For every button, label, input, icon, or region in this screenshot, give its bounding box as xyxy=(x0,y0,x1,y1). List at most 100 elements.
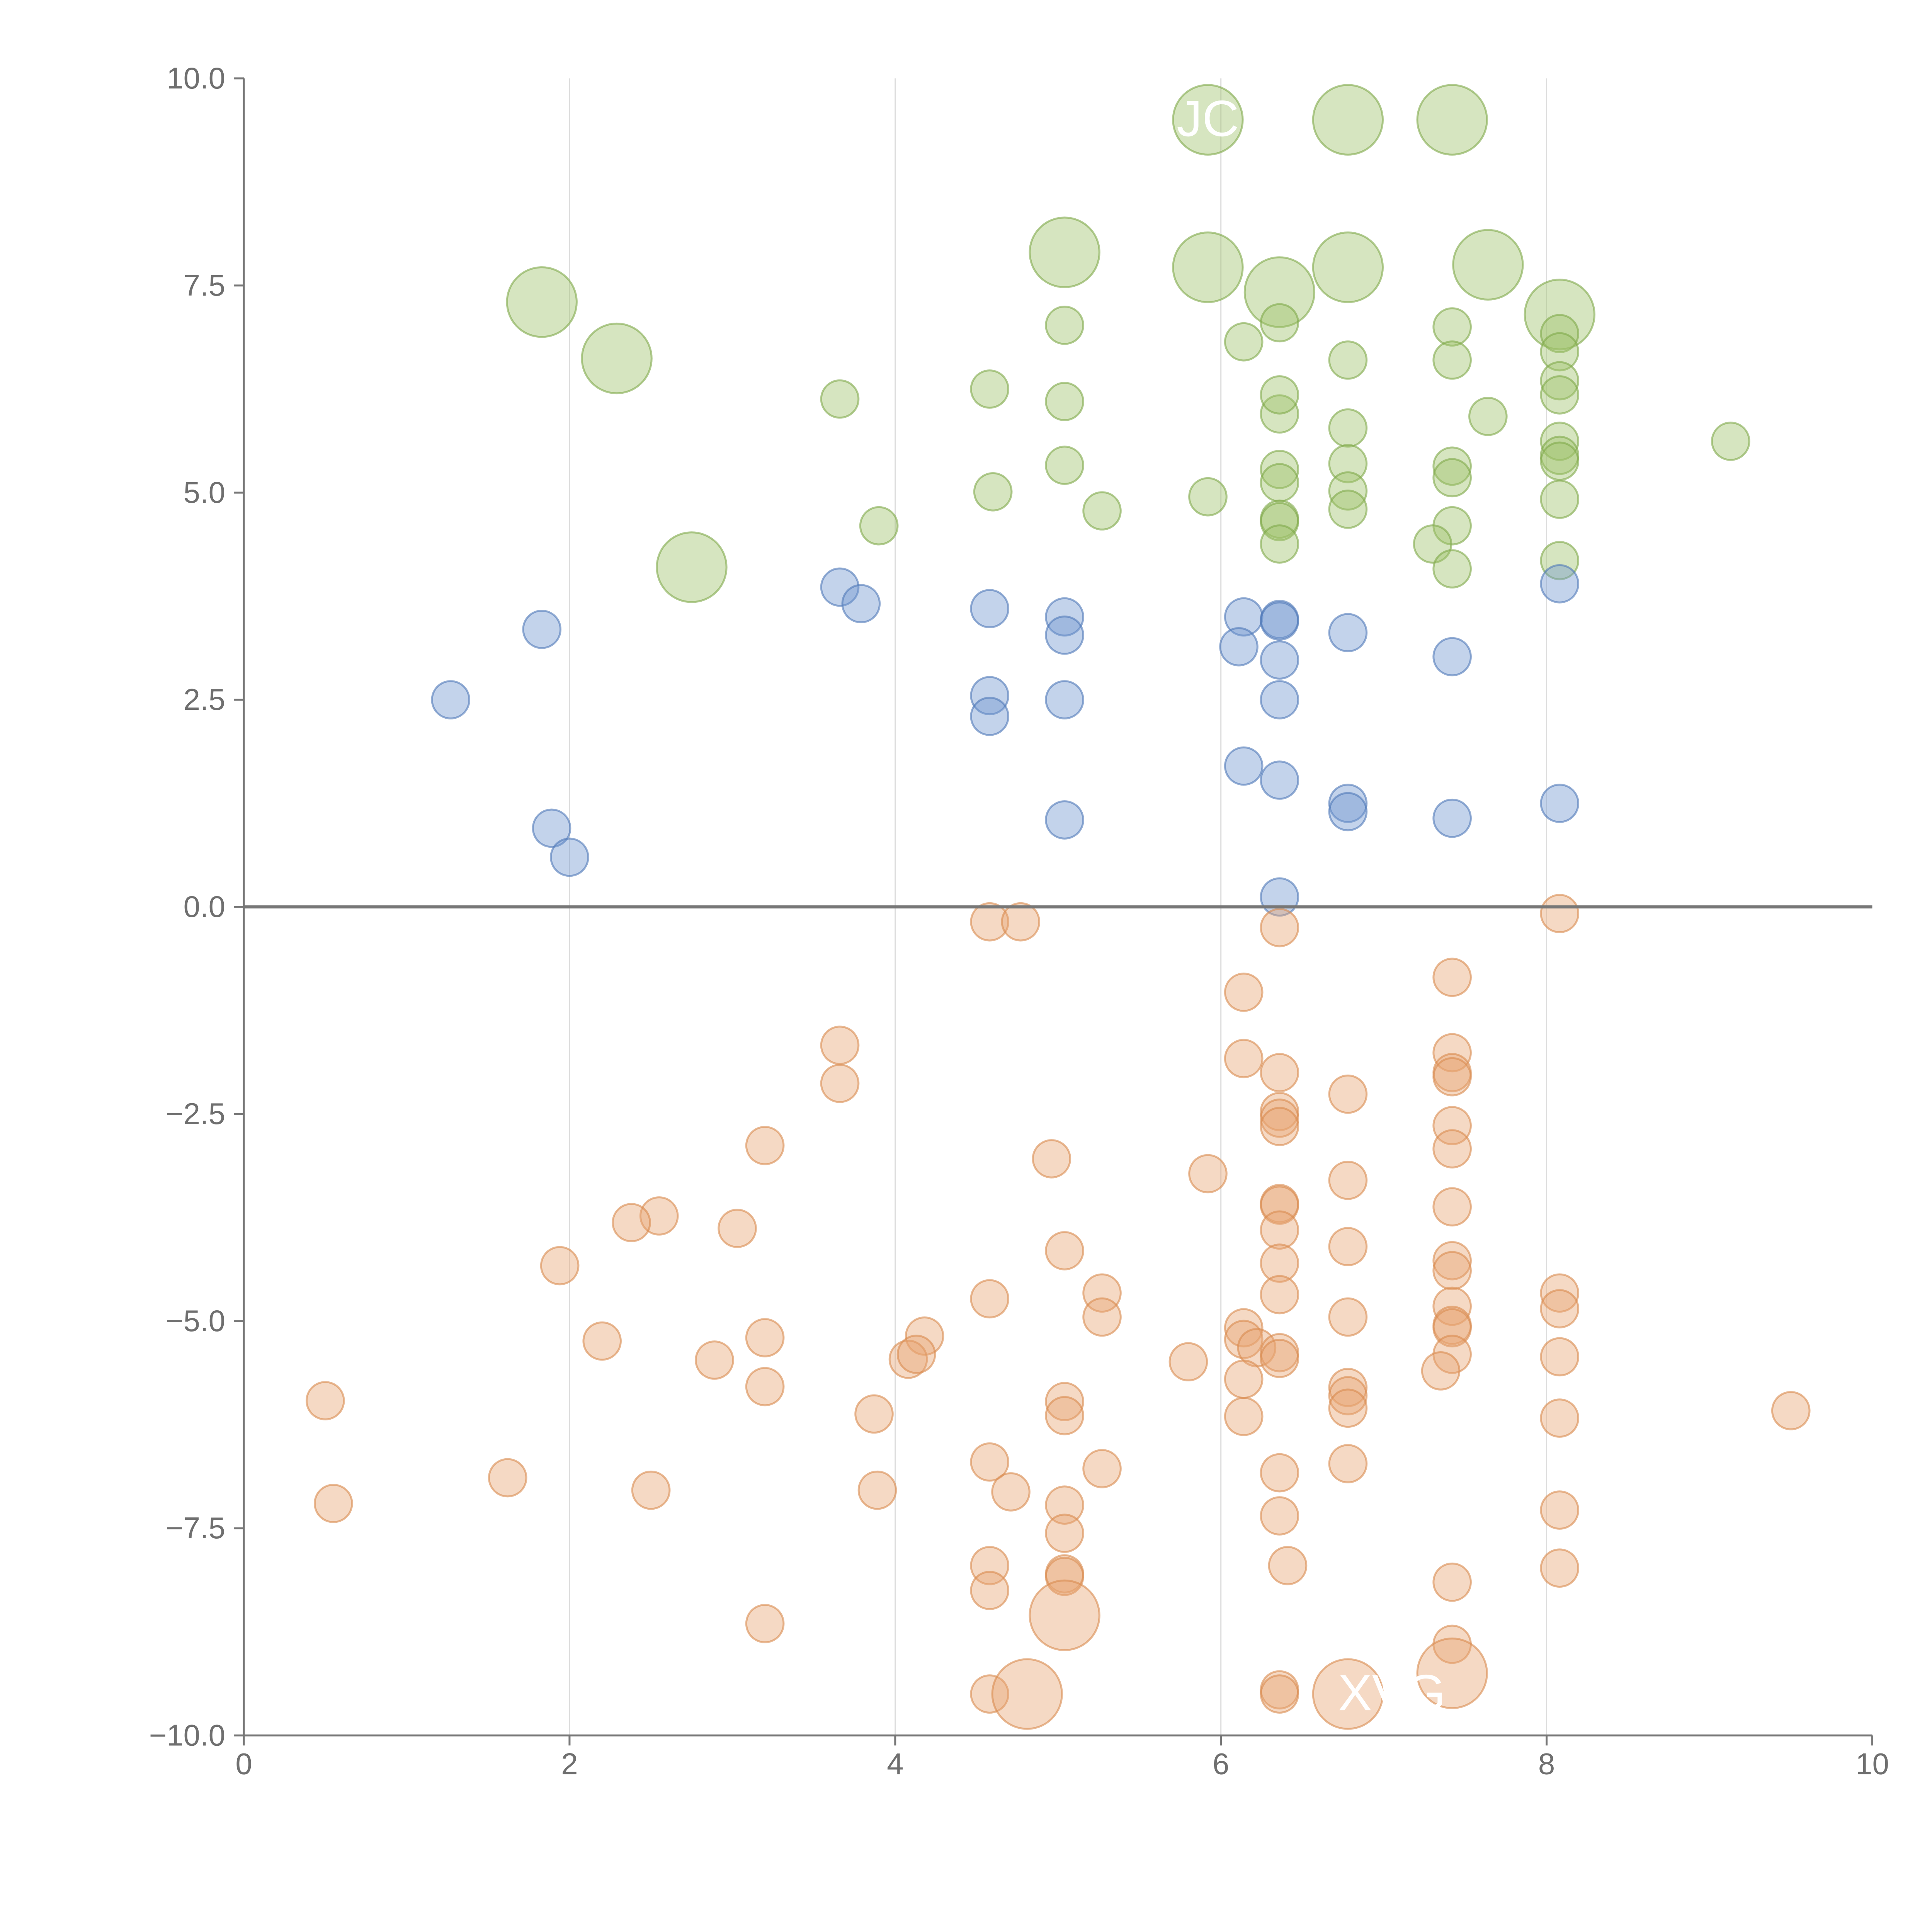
blue-bubble-22 xyxy=(1328,613,1368,653)
bubbles xyxy=(305,84,1811,1730)
green-bubble-26 xyxy=(1045,382,1084,421)
orange-bubble-101 xyxy=(1416,1637,1488,1709)
orange-bubble-83 xyxy=(1260,1496,1299,1536)
orange-bubble-1 xyxy=(1001,902,1041,942)
orange-bubble-34 xyxy=(1432,1241,1472,1281)
orange-bubble-22 xyxy=(1328,1160,1368,1200)
orange-bubble-43 xyxy=(1082,1297,1122,1337)
y-tick-label-1: 7.5 xyxy=(184,268,225,302)
blue-bubble-24 xyxy=(1328,792,1368,832)
orange-bubble-69 xyxy=(854,1394,894,1434)
orange-bubble-4 xyxy=(1432,957,1472,997)
y-tick-label-7: −7.5 xyxy=(166,1511,225,1545)
blue-bubble-18 xyxy=(1260,680,1299,719)
green-bubble-40 xyxy=(973,472,1013,512)
orange-bubble-76 xyxy=(1260,1453,1299,1493)
orange-bubble-35 xyxy=(1432,1251,1472,1291)
orange-bubble-61 xyxy=(1224,1359,1264,1399)
green-bubble-19 xyxy=(1540,332,1580,372)
orange-bubble-74 xyxy=(1082,1449,1122,1488)
orange-bubble-44 xyxy=(582,1321,622,1361)
orange-bubble-31 xyxy=(1045,1231,1084,1270)
green-bubble-13 xyxy=(1224,322,1264,362)
x-tick-label-0: 0 xyxy=(235,1747,252,1781)
green-bubble-4 xyxy=(1172,231,1244,303)
orange-bubble-38 xyxy=(1260,1275,1299,1315)
orange-bubble-63 xyxy=(1328,1367,1368,1407)
blue-bubble-25 xyxy=(1432,637,1472,677)
blue-bubble-6 xyxy=(970,589,1010,628)
green-bubble-37 xyxy=(1260,450,1299,489)
green-bubble-10 xyxy=(581,322,653,395)
orange-bubble-28 xyxy=(1432,1187,1472,1227)
blue-bubble-0 xyxy=(431,680,471,719)
orange-bubble-57 xyxy=(1260,1338,1299,1378)
blue-bubble-5 xyxy=(841,584,881,624)
orange-bubble-29 xyxy=(1260,1210,1299,1250)
green-bubble-7 xyxy=(1243,256,1316,328)
green-bubble-43 xyxy=(1082,491,1122,531)
green-bubble-22 xyxy=(1468,396,1508,436)
blue-bubble-23 xyxy=(1328,784,1368,823)
green-bubble-6 xyxy=(1452,229,1524,301)
orange-bubble-33 xyxy=(1260,1243,1299,1283)
green-bubble-2 xyxy=(1416,84,1488,156)
green-bubble-25 xyxy=(970,369,1010,409)
orange-bubble-92 xyxy=(1432,1562,1472,1602)
orange-bubble-77 xyxy=(488,1458,527,1498)
blue-bubble-19 xyxy=(1224,746,1264,786)
green-bubble-51 xyxy=(1540,541,1580,580)
orange-bubble-32 xyxy=(540,1246,580,1286)
blue-bubble-1 xyxy=(522,609,562,649)
orange-bubble-59 xyxy=(1540,1337,1580,1377)
blue-bubble-11 xyxy=(1045,680,1084,719)
y-tick-label-5: −2.5 xyxy=(166,1097,225,1131)
blue-bubble-28 xyxy=(1540,784,1580,823)
green-bubble-14 xyxy=(1260,303,1299,343)
orange-bubble-72 xyxy=(1771,1391,1811,1430)
orange-bubble-66 xyxy=(1045,1382,1084,1421)
y-tick-label-8: −10.0 xyxy=(149,1718,225,1752)
orange-bubble-9 xyxy=(1260,1053,1299,1092)
orange-bubble-94 xyxy=(970,1674,1010,1714)
x-tick-label-2: 4 xyxy=(887,1747,903,1781)
blue-bubble-3 xyxy=(550,837,589,877)
x-tick-label-1: 2 xyxy=(561,1747,578,1781)
blue-bubble-20 xyxy=(1260,760,1299,800)
orange-bubble-65 xyxy=(305,1381,345,1420)
orange-bubble-78 xyxy=(314,1484,353,1523)
orange-bubble-16 xyxy=(1260,1107,1299,1146)
y-tick-label-6: −5.0 xyxy=(166,1304,225,1338)
green-bubble-5 xyxy=(1312,231,1384,303)
orange-bubble-42 xyxy=(1328,1297,1368,1337)
green-bubble-1 xyxy=(1312,84,1384,156)
orange-bubble-71 xyxy=(1540,1398,1580,1438)
green-bubble-3 xyxy=(1029,216,1100,288)
green-bubble-9 xyxy=(506,266,578,338)
green-bubble-28 xyxy=(1328,408,1368,448)
orange-bubble-96 xyxy=(1260,1674,1299,1714)
green-bubble-42 xyxy=(1540,480,1580,519)
green-bubble-12 xyxy=(1045,306,1084,345)
green-bubble-17 xyxy=(1432,340,1472,380)
y-tick-label-4: 0.0 xyxy=(184,889,225,923)
orange-bubble-100 xyxy=(1312,1658,1384,1730)
orange-bubble-73 xyxy=(970,1442,1010,1482)
x-tick-label-3: 6 xyxy=(1213,1747,1229,1781)
orange-bubble-40 xyxy=(1540,1289,1580,1328)
blue-bubble-27 xyxy=(1540,564,1580,604)
green-bubble-24 xyxy=(820,379,860,419)
bubble-label-1: XVG xyxy=(1338,1664,1446,1721)
orange-bubble-67 xyxy=(1328,1388,1368,1428)
blue-bubble-16 xyxy=(1260,601,1299,641)
orange-bubble-84 xyxy=(1540,1490,1580,1530)
orange-bubble-75 xyxy=(1328,1444,1368,1483)
orange-bubble-79 xyxy=(631,1470,671,1510)
orange-bubble-21 xyxy=(1188,1154,1228,1194)
green-bubble-20 xyxy=(1540,361,1580,401)
green-bubble-15 xyxy=(1328,340,1368,380)
orange-bubble-15 xyxy=(1260,1099,1299,1138)
orange-bubble-18 xyxy=(745,1126,785,1165)
